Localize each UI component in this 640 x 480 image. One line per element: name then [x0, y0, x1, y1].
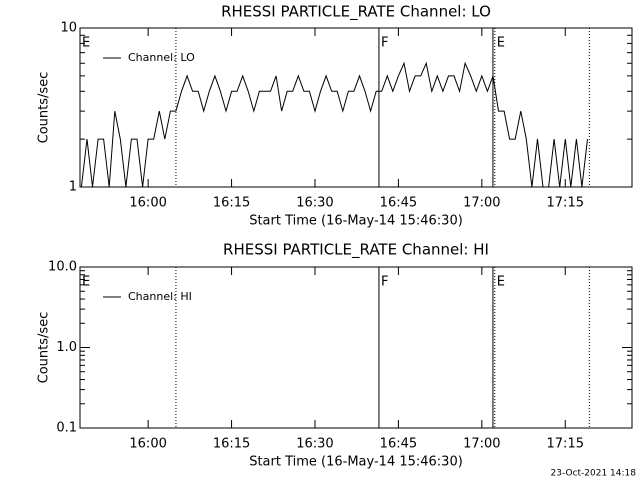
event-label: E [497, 36, 505, 51]
x-tick-label: 16:30 [296, 437, 333, 452]
chart-title: RHESSI PARTICLE_RATE Channel: LO [221, 3, 491, 22]
y-tick-label: 10 [60, 21, 77, 36]
x-tick-label: 16:15 [213, 437, 250, 452]
event-label: E [497, 275, 505, 290]
footer: 23-Oct-2021 14:18 [551, 469, 637, 479]
y-axis-label: Counts/sec [37, 312, 52, 384]
x-tick-label: 16:30 [296, 196, 333, 211]
legend-label: Channel: LO [128, 51, 195, 64]
y-tick-label: 1 [69, 180, 77, 195]
x-tick-label: 16:00 [129, 437, 166, 452]
x-axis-label: Start Time (16-May-14 15:46:30) [249, 214, 463, 229]
x-tick-label: 16:45 [380, 196, 417, 211]
x-tick-label: 16:00 [129, 196, 166, 211]
x-axis-label: Start Time (16-May-14 15:46:30) [249, 455, 463, 470]
x-tick-label: 17:15 [547, 196, 584, 211]
x-tick-label: 16:45 [380, 437, 417, 452]
y-tick-label: 10.0 [48, 260, 77, 275]
event-label: F [381, 36, 388, 51]
event-label: E [82, 36, 90, 51]
event-label: F [381, 275, 388, 290]
plot-frame [79, 27, 633, 188]
event-label: E [82, 275, 90, 290]
legend-label: Channel: HI [128, 290, 192, 303]
data-line [80, 61, 588, 188]
x-tick-label: 16:15 [213, 196, 250, 211]
x-tick-label: 17:00 [463, 437, 500, 452]
x-tick-label: 17:00 [463, 196, 500, 211]
chart-title: RHESSI PARTICLE_RATE Channel: HI [223, 241, 489, 260]
y-axis-label: Counts/sec [37, 72, 52, 144]
x-tick-label: 17:15 [547, 437, 584, 452]
y-tick-label: 1.0 [56, 340, 77, 355]
y-tick-label: 0.1 [56, 421, 77, 436]
